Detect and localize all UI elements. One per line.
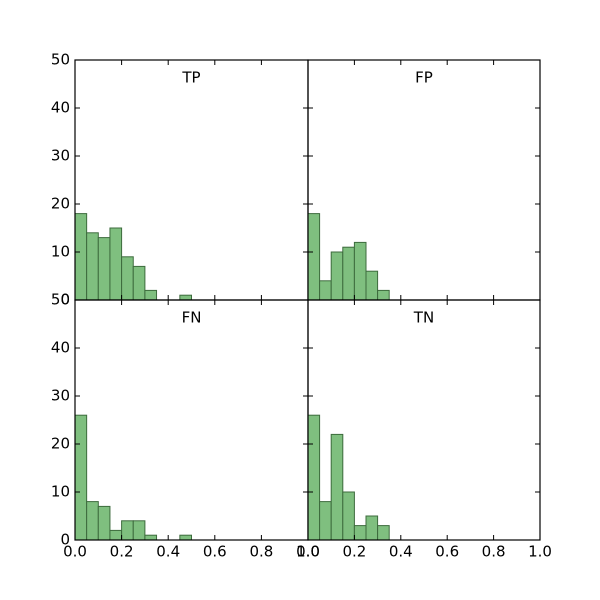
bar [86,501,99,541]
x-tick-label: 0.8 [482,543,506,561]
bar [319,501,332,541]
bar [74,414,88,541]
panel-title: TN [413,309,434,327]
bar [353,241,367,301]
bar [97,505,111,541]
bar [74,213,88,301]
bar [144,289,158,301]
x-tick-label: 0.0 [296,543,320,561]
x-tick-label: 0.6 [203,543,227,561]
bar [377,525,390,541]
bar [342,246,355,301]
x-tick-label: 1.0 [528,543,552,561]
bar [179,294,193,301]
x-tick-label: 0.2 [110,543,134,561]
bar [121,256,134,301]
y-tick-label: 0 [60,291,70,309]
bar [132,520,146,541]
axes-frame [307,299,541,541]
x-tick-label: 0.6 [435,543,459,561]
bar [109,529,123,541]
y-tick-label: 20 [51,435,70,453]
y-tick-label: 40 [51,339,70,357]
x-tick-label: 1.0 [296,543,320,561]
bar [377,289,390,301]
x-tick-label: 0.0 [63,543,87,561]
panel-title: TP [181,69,200,87]
bar [109,227,123,301]
bar [342,491,355,541]
panel-title: FP [415,69,433,87]
bar [365,515,379,541]
bar [97,237,111,301]
y-tick-label: 0 [60,531,70,549]
bar [144,534,158,541]
y-tick-label: 30 [51,147,70,165]
y-tick-label: 30 [51,387,70,405]
bar [86,232,99,301]
bar [353,525,367,541]
bar [330,433,344,541]
x-tick-label: 0.4 [156,543,180,561]
axes-frame [74,299,309,541]
x-tick-label: 0.2 [342,543,366,561]
bar [307,213,321,301]
y-tick-label: 10 [51,243,70,261]
y-tick-label: 50 [51,291,70,309]
x-tick-label: 0.8 [249,543,273,561]
bar [365,270,379,301]
bar [330,251,344,301]
bar [319,280,332,301]
y-tick-label: 40 [51,99,70,117]
bar [121,520,134,541]
y-tick-label: 20 [51,195,70,213]
panel-title: FN [182,309,202,327]
bar [132,265,146,301]
y-tick-label: 10 [51,483,70,501]
y-tick-label: 50 [51,51,70,69]
bar [307,414,321,541]
x-tick-label: 0.4 [389,543,413,561]
bar [179,534,193,541]
